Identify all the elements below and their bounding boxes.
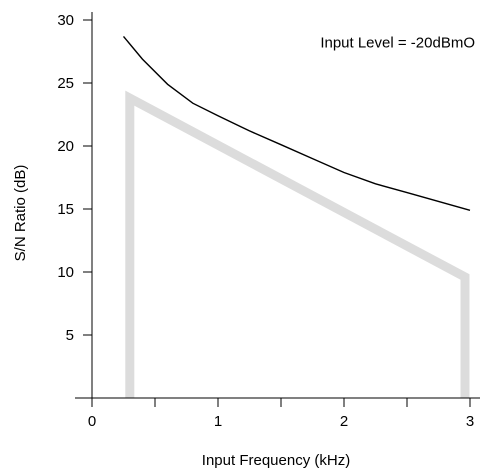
axes [75, 12, 480, 399]
series-thin-black-line [122, 35, 471, 211]
series-thick-gray-line [125, 90, 470, 398]
plot-series [122, 35, 471, 398]
x-tick-label: 2 [340, 413, 348, 430]
y-tick-label: 10 [57, 264, 74, 281]
y-tick-label: 25 [57, 75, 74, 92]
y-tick-label: 30 [57, 12, 74, 29]
y-tick-label: 20 [57, 138, 74, 155]
x-ticks: 0 1 2 3 [88, 398, 474, 430]
y-ticks: 5 10 15 20 25 30 [57, 12, 92, 344]
x-tick-label: 0 [88, 413, 96, 430]
x-tick-label: 3 [466, 413, 474, 430]
x-tick-label: 1 [214, 413, 222, 430]
annotation-input-level: Input Level = -20dBmO [320, 35, 475, 52]
y-tick-label: 5 [66, 327, 74, 344]
y-tick-label: 15 [57, 201, 74, 218]
y-axis-title: S/N Ratio (dB) [12, 165, 29, 262]
x-axis-title: Input Frequency (kHz) [202, 452, 350, 469]
